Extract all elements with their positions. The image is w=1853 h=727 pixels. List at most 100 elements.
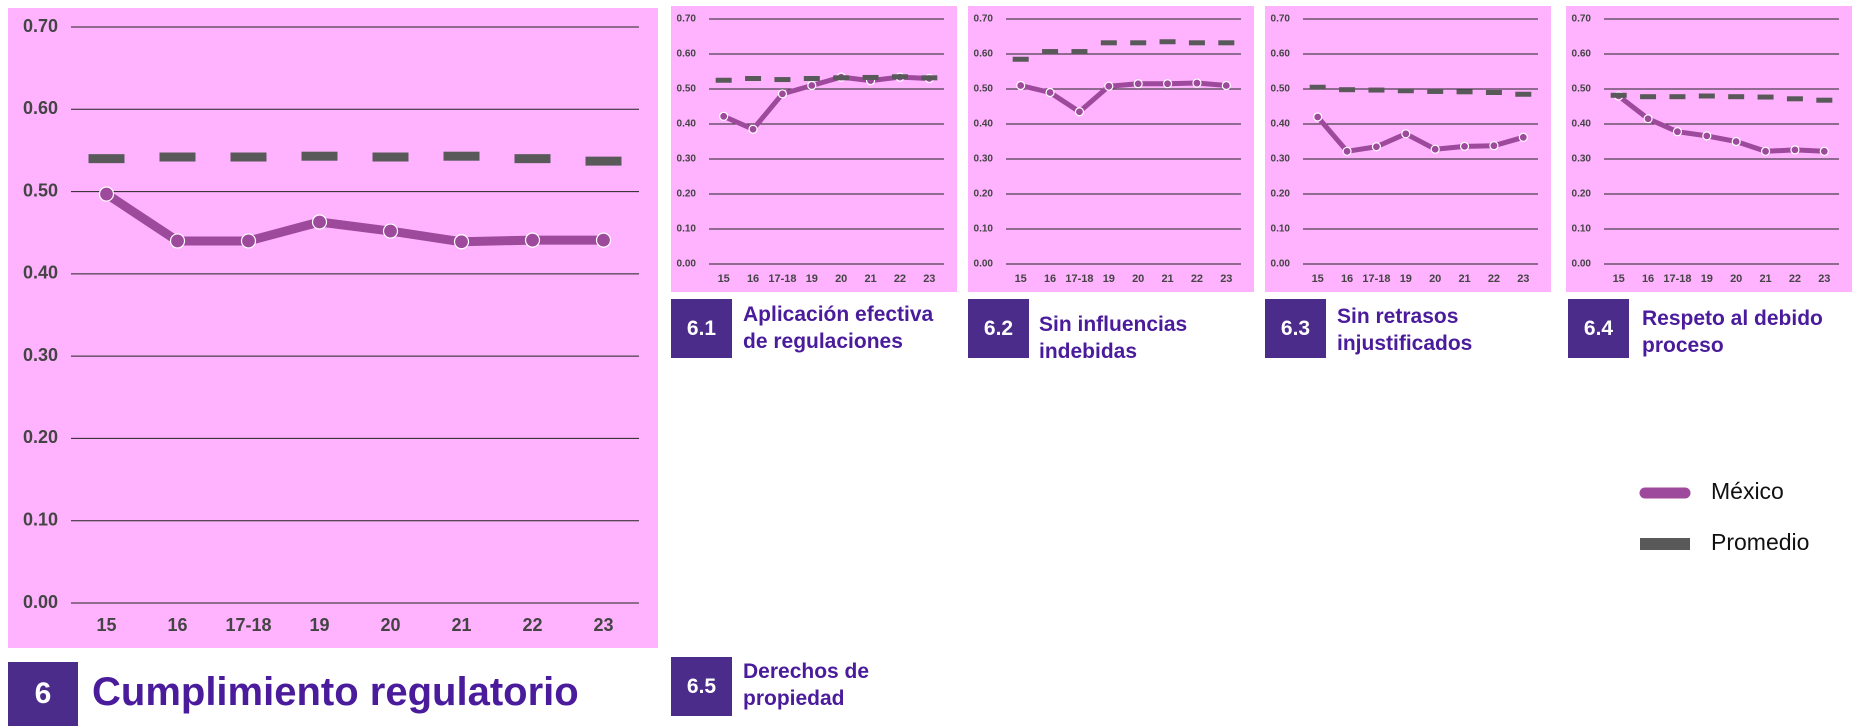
point <box>1045 87 1055 98</box>
x-tick-label: 22 <box>894 273 906 285</box>
panel-number: 6.4 <box>1568 299 1629 358</box>
x-tick-label: 22 <box>1488 273 1500 285</box>
average-dash <box>1309 84 1326 90</box>
point <box>777 89 788 99</box>
average-dash <box>1397 88 1414 94</box>
y-tick-label: 0.40 <box>1572 119 1592 130</box>
panel-title: Respeto al debido proceso <box>1642 307 1823 357</box>
y-tick-label: 0.00 <box>677 259 697 270</box>
x-tick-label: 16 <box>1642 273 1654 285</box>
point <box>453 234 470 250</box>
average-dash <box>1071 49 1088 55</box>
point <box>1672 127 1683 137</box>
panel-background <box>1265 6 1551 292</box>
average-dash <box>1218 40 1235 46</box>
average-dash <box>1786 96 1803 102</box>
y-tick-label: 0.00 <box>974 259 994 270</box>
y-tick-label: 0.50 <box>1572 84 1592 95</box>
average-dash <box>833 75 850 81</box>
point <box>719 111 729 121</box>
x-tick-label: 16 <box>747 273 759 285</box>
point <box>1702 131 1712 141</box>
y-tick-label: 0.20 <box>23 427 58 447</box>
x-tick-label: 16 <box>167 615 187 635</box>
point <box>1133 79 1143 89</box>
y-tick-label: 0.70 <box>677 14 697 25</box>
point <box>311 214 328 230</box>
average-dash <box>715 77 732 83</box>
x-tick-label: 20 <box>1730 273 1742 285</box>
average-dash <box>585 156 622 166</box>
x-tick-label: 20 <box>835 273 847 285</box>
point <box>1430 144 1440 154</box>
y-tick-label: 0.20 <box>1572 189 1592 200</box>
average-dash <box>1042 49 1059 55</box>
x-tick-label: 19 <box>1103 273 1115 285</box>
point <box>1016 80 1026 91</box>
x-tick-label: 23 <box>1220 273 1232 285</box>
y-tick-label: 0.50 <box>1271 84 1291 95</box>
average-dash <box>301 151 338 161</box>
section-number: 6 <box>8 662 78 726</box>
point <box>595 232 612 248</box>
average-dash <box>1100 40 1117 46</box>
point <box>1104 81 1114 91</box>
x-tick-label: 20 <box>1132 273 1144 285</box>
x-tick-label: 23 <box>923 273 935 285</box>
y-tick-label: 0.70 <box>974 14 994 25</box>
point <box>1313 112 1323 122</box>
x-tick-label: 19 <box>1400 273 1412 285</box>
x-tick-label: 15 <box>1312 273 1324 285</box>
point <box>1192 78 1202 88</box>
x-tick-label: 23 <box>1818 273 1830 285</box>
y-tick-label: 0.10 <box>974 224 994 235</box>
panel-number: 6.5 <box>671 657 732 716</box>
average-dash <box>514 154 551 164</box>
series-line <box>1020 80 1227 115</box>
average-dash <box>159 152 196 162</box>
average-dash <box>1485 90 1502 95</box>
x-tick-label: 19 <box>309 615 329 635</box>
x-tick-label: 22 <box>1191 273 1203 285</box>
point <box>748 124 758 134</box>
y-tick-label: 0.30 <box>1572 154 1592 165</box>
x-tick-label: 21 <box>864 273 876 285</box>
panel-background <box>968 6 1254 292</box>
y-tick-label: 0.70 <box>23 16 58 36</box>
y-tick-label: 0.30 <box>974 154 994 165</box>
average-dash <box>1669 94 1686 100</box>
panel-title: Derechos de propiedad <box>743 660 870 710</box>
panel-number: 6.3 <box>1265 299 1326 358</box>
x-tick-label: 20 <box>380 615 400 635</box>
panel-background <box>671 6 957 292</box>
point <box>1489 141 1499 151</box>
panel-title: Sin influencias indebidas <box>1039 313 1188 363</box>
y-tick-label: 0.20 <box>677 189 697 200</box>
y-tick-label: 0.00 <box>1271 259 1291 270</box>
average-dash <box>1339 87 1356 93</box>
y-tick-label: 0.70 <box>1572 14 1592 25</box>
average-dash <box>1757 94 1774 100</box>
point <box>382 223 399 239</box>
point <box>1643 114 1653 124</box>
average-dash <box>891 74 908 80</box>
x-tick-label: 21 <box>1458 273 1470 285</box>
panel-background <box>8 8 658 648</box>
y-tick-label: 0.30 <box>23 345 58 365</box>
x-tick-label: 23 <box>1517 273 1529 285</box>
y-tick-label: 0.70 <box>1271 14 1291 25</box>
average-dash <box>1188 40 1205 46</box>
x-tick-label: 21 <box>1759 273 1771 285</box>
average-dash <box>921 75 938 81</box>
x-tick-label: 17-18 <box>768 273 796 285</box>
y-tick-label: 0.40 <box>1271 119 1291 130</box>
panel-title: Aplicación efectiva de regulaciones <box>743 303 934 353</box>
point <box>524 232 541 248</box>
point <box>807 80 817 91</box>
series-line <box>1315 115 1524 154</box>
x-tick-label: 17-18 <box>1663 273 1691 285</box>
y-tick-label: 0.60 <box>1572 49 1592 60</box>
y-tick-label: 0.10 <box>677 224 697 235</box>
y-tick-label: 0.30 <box>1271 154 1291 165</box>
